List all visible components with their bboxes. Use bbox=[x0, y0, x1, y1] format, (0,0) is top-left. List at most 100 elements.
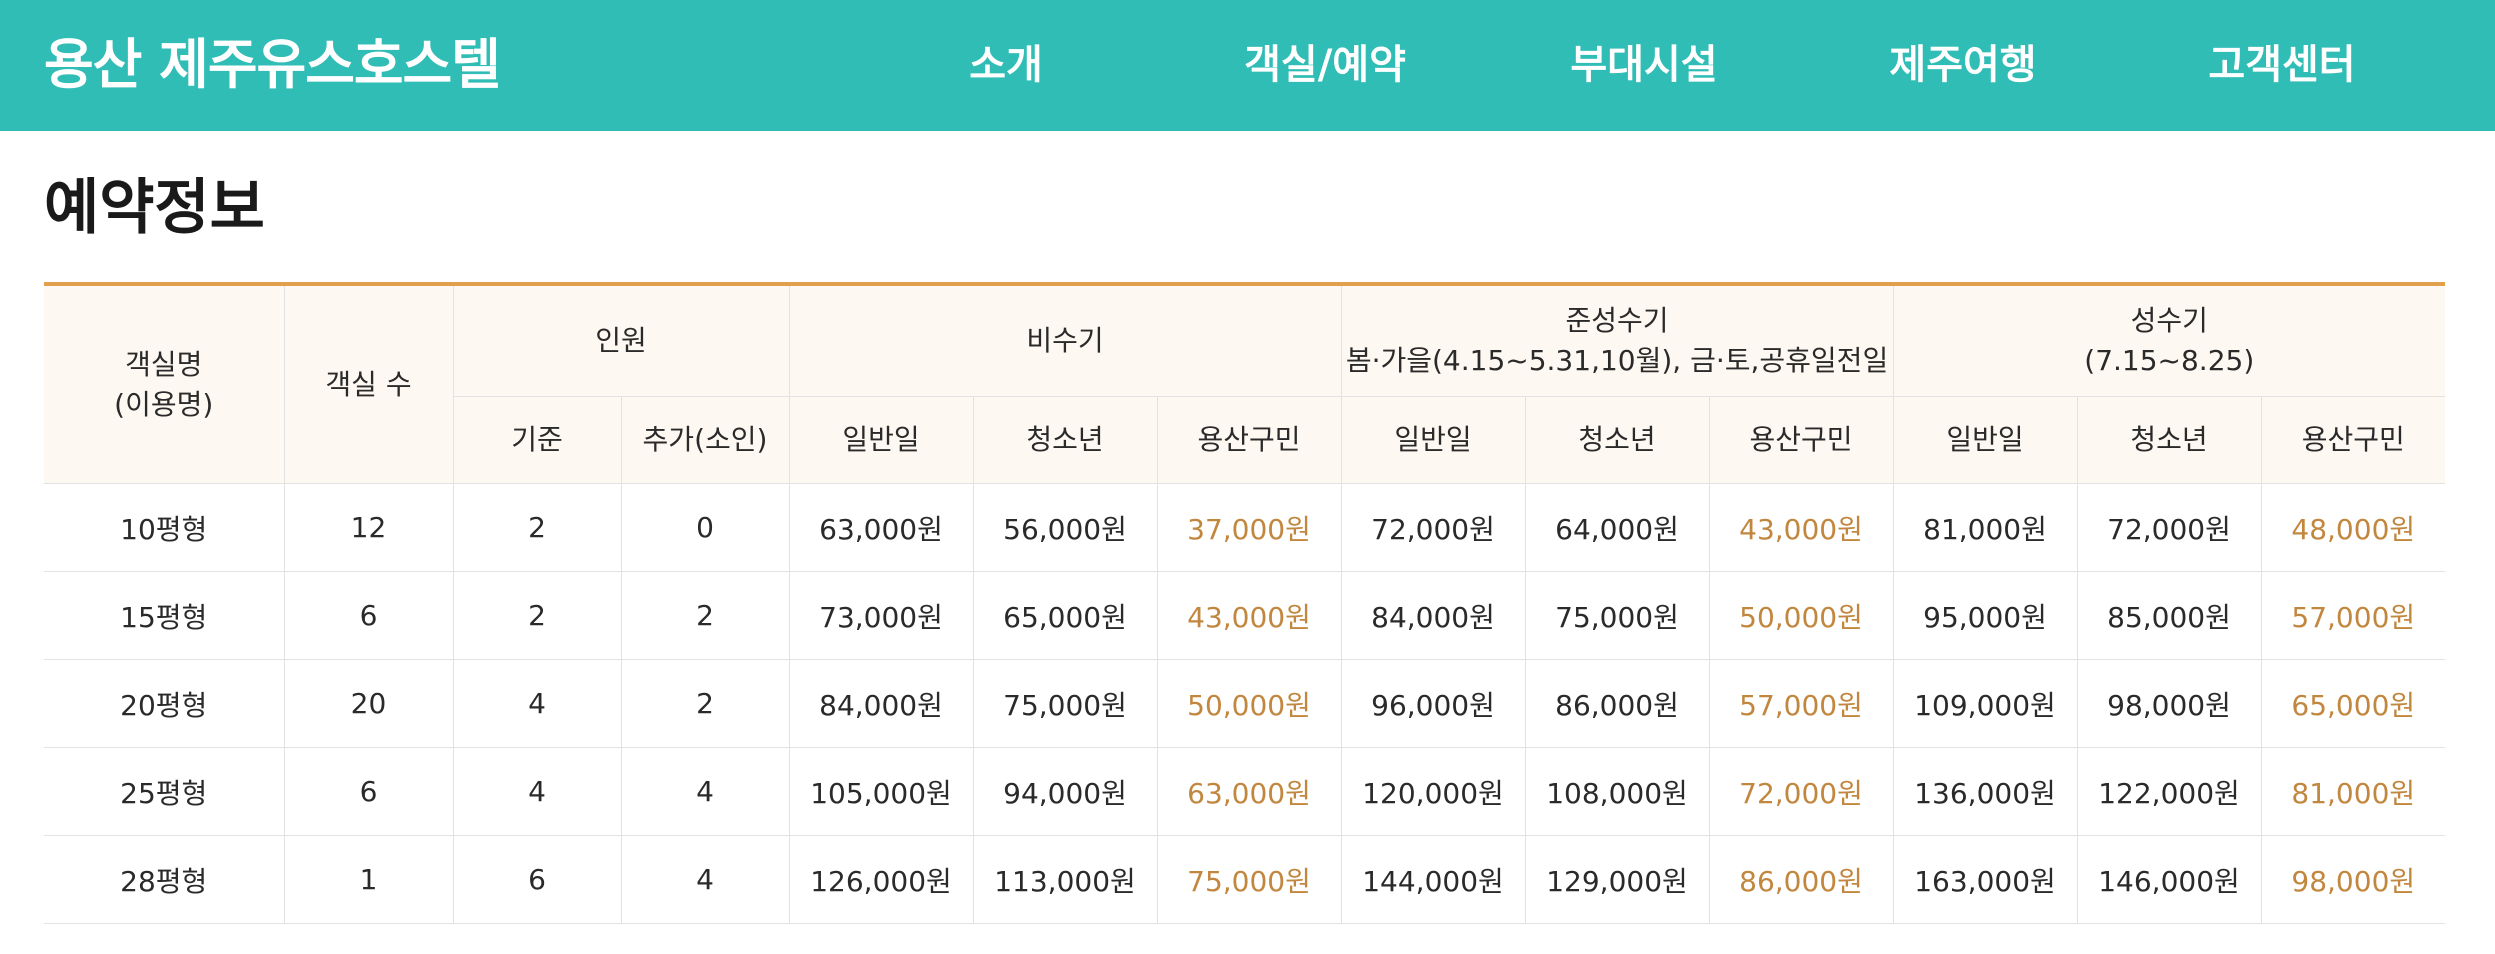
reservation-price-table: 객실명 (이용명) 객실 수 인원 비수기 준성수기 봄·가을(4.15~5.3… bbox=[44, 282, 2446, 924]
header-peak-general: 일반일 bbox=[1892, 396, 2078, 484]
base-people-cell: 6 bbox=[452, 835, 622, 924]
off-local-price: 43,000원 bbox=[1156, 571, 1342, 660]
peak-youth-price: 122,000원 bbox=[2076, 747, 2262, 836]
table-row: 25평형 6 4 4 105,000원 94,000원 63,000원 120,… bbox=[44, 747, 2446, 836]
shoulder-general-price: 120,000원 bbox=[1340, 747, 1526, 836]
peak-local-price: 57,000원 bbox=[2260, 571, 2446, 660]
base-people-cell: 4 bbox=[452, 747, 622, 836]
shoulder-local-price: 86,000원 bbox=[1708, 835, 1894, 924]
room-name-cell: 28평형 bbox=[44, 835, 285, 924]
shoulder-youth-price: 75,000원 bbox=[1524, 571, 1710, 660]
off-general-price: 84,000원 bbox=[788, 659, 974, 748]
shoulder-general-price: 96,000원 bbox=[1340, 659, 1526, 748]
shoulder-youth-price: 108,000원 bbox=[1524, 747, 1710, 836]
nav-item-jeju-travel[interactable]: 제주여행 bbox=[1889, 42, 2037, 88]
header-peak-line1: 성수기 bbox=[2130, 304, 2208, 337]
off-youth-price: 65,000원 bbox=[972, 571, 1158, 660]
off-general-price: 63,000원 bbox=[788, 483, 974, 572]
peak-youth-price: 85,000원 bbox=[2076, 571, 2262, 660]
off-general-price: 105,000원 bbox=[788, 747, 974, 836]
peak-local-price: 48,000원 bbox=[2260, 483, 2446, 572]
peak-youth-price: 72,000원 bbox=[2076, 483, 2262, 572]
shoulder-general-price: 72,000원 bbox=[1340, 483, 1526, 572]
header-room-count: 객실 수 bbox=[283, 283, 454, 484]
off-youth-price: 94,000원 bbox=[972, 747, 1158, 836]
table-body: 10평형 12 2 0 63,000원 56,000원 37,000원 72,0… bbox=[44, 483, 2446, 924]
shoulder-local-price: 43,000원 bbox=[1708, 483, 1894, 572]
peak-local-price: 98,000원 bbox=[2260, 835, 2446, 924]
peak-youth-price: 98,000원 bbox=[2076, 659, 2262, 748]
nav-item-intro[interactable]: 소개 bbox=[969, 42, 1043, 88]
nav-item-rooms-reservation[interactable]: 객실/예약 bbox=[1244, 42, 1406, 88]
header-peak-season: 성수기 (7.15~8.25) bbox=[1892, 283, 2446, 397]
site-logo[interactable]: 용산 제주유스호스텔 bbox=[44, 33, 501, 96]
header-room-name-line1: 객실명 bbox=[125, 347, 203, 381]
shoulder-youth-price: 64,000원 bbox=[1524, 483, 1710, 572]
base-people-cell: 2 bbox=[452, 483, 622, 572]
header-extra-people: 추가(소인) bbox=[620, 396, 790, 484]
off-general-price: 73,000원 bbox=[788, 571, 974, 660]
header-shoulder-season: 준성수기 봄·가을(4.15~5.31,10월), 금·토,공휴일전일 bbox=[1340, 283, 1894, 397]
nav-item-facilities[interactable]: 부대시설 bbox=[1570, 42, 1718, 88]
site-header: 용산 제주유스호스텔 소개 객실/예약 부대시설 제주여행 고객센터 bbox=[0, 0, 2495, 131]
header-off-local: 용산구민 bbox=[1156, 396, 1342, 484]
header-shoulder-line2: 봄·가을(4.15~5.31,10월), 금·토,공휴일전일 bbox=[1345, 344, 1889, 377]
header-off-youth: 청소년 bbox=[972, 396, 1158, 484]
off-general-price: 126,000원 bbox=[788, 835, 974, 924]
table-row: 20평형 20 4 2 84,000원 75,000원 50,000원 96,0… bbox=[44, 659, 2446, 748]
peak-local-price: 65,000원 bbox=[2260, 659, 2446, 748]
extra-people-cell: 4 bbox=[620, 747, 790, 836]
room-name-cell: 10평형 bbox=[44, 483, 285, 572]
header-peak-youth: 청소년 bbox=[2076, 396, 2262, 484]
peak-general-price: 81,000원 bbox=[1892, 483, 2078, 572]
base-people-cell: 2 bbox=[452, 571, 622, 660]
header-shoulder-youth: 청소년 bbox=[1524, 396, 1710, 484]
shoulder-youth-price: 86,000원 bbox=[1524, 659, 1710, 748]
table-row: 10평형 12 2 0 63,000원 56,000원 37,000원 72,0… bbox=[44, 483, 2446, 572]
shoulder-local-price: 50,000원 bbox=[1708, 571, 1894, 660]
room-name-cell: 20평형 bbox=[44, 659, 285, 748]
base-people-cell: 4 bbox=[452, 659, 622, 748]
room-count-cell: 6 bbox=[283, 747, 454, 836]
header-room-name: 객실명 (이용명) bbox=[44, 283, 285, 484]
off-youth-price: 113,000원 bbox=[972, 835, 1158, 924]
off-local-price: 50,000원 bbox=[1156, 659, 1342, 748]
header-shoulder-line1: 준성수기 bbox=[1565, 304, 1669, 337]
shoulder-general-price: 84,000원 bbox=[1340, 571, 1526, 660]
room-name-cell: 25평형 bbox=[44, 747, 285, 836]
table-row: 15평형 6 2 2 73,000원 65,000원 43,000원 84,00… bbox=[44, 571, 2446, 660]
peak-general-price: 163,000원 bbox=[1892, 835, 2078, 924]
header-room-name-line2: (이용명) bbox=[114, 387, 214, 421]
off-local-price: 37,000원 bbox=[1156, 483, 1342, 572]
table-header: 객실명 (이용명) 객실 수 인원 비수기 준성수기 봄·가을(4.15~5.3… bbox=[44, 283, 2446, 484]
extra-people-cell: 0 bbox=[620, 483, 790, 572]
peak-youth-price: 146,000원 bbox=[2076, 835, 2262, 924]
room-count-cell: 1 bbox=[283, 835, 454, 924]
off-youth-price: 75,000원 bbox=[972, 659, 1158, 748]
header-shoulder-local: 용산구민 bbox=[1708, 396, 1894, 484]
header-shoulder-general: 일반일 bbox=[1340, 396, 1526, 484]
extra-people-cell: 2 bbox=[620, 571, 790, 660]
reservation-table-wrapper: 객실명 (이용명) 객실 수 인원 비수기 준성수기 봄·가을(4.15~5.3… bbox=[44, 282, 2446, 924]
header-off-general: 일반일 bbox=[788, 396, 974, 484]
extra-people-cell: 4 bbox=[620, 835, 790, 924]
room-count-cell: 6 bbox=[283, 571, 454, 660]
off-local-price: 75,000원 bbox=[1156, 835, 1342, 924]
header-base-people: 기준 bbox=[453, 396, 622, 484]
room-count-cell: 12 bbox=[283, 483, 454, 572]
off-local-price: 63,000원 bbox=[1156, 747, 1342, 836]
header-peak-line2: (7.15~8.25) bbox=[2084, 344, 2255, 377]
nav-item-customer-center[interactable]: 고객센터 bbox=[2208, 42, 2356, 88]
header-peak-local: 용산구민 bbox=[2260, 396, 2446, 484]
shoulder-youth-price: 129,000원 bbox=[1524, 835, 1710, 924]
table-row: 28평형 1 6 4 126,000원 113,000원 75,000원 144… bbox=[44, 835, 2446, 924]
shoulder-local-price: 72,000원 bbox=[1708, 747, 1894, 836]
shoulder-local-price: 57,000원 bbox=[1708, 659, 1894, 748]
peak-general-price: 109,000원 bbox=[1892, 659, 2078, 748]
header-people: 인원 bbox=[452, 283, 790, 397]
off-youth-price: 56,000원 bbox=[972, 483, 1158, 572]
header-off-season: 비수기 bbox=[788, 283, 1342, 397]
room-name-cell: 15평형 bbox=[44, 571, 285, 660]
shoulder-general-price: 144,000원 bbox=[1340, 835, 1526, 924]
peak-general-price: 95,000원 bbox=[1892, 571, 2078, 660]
